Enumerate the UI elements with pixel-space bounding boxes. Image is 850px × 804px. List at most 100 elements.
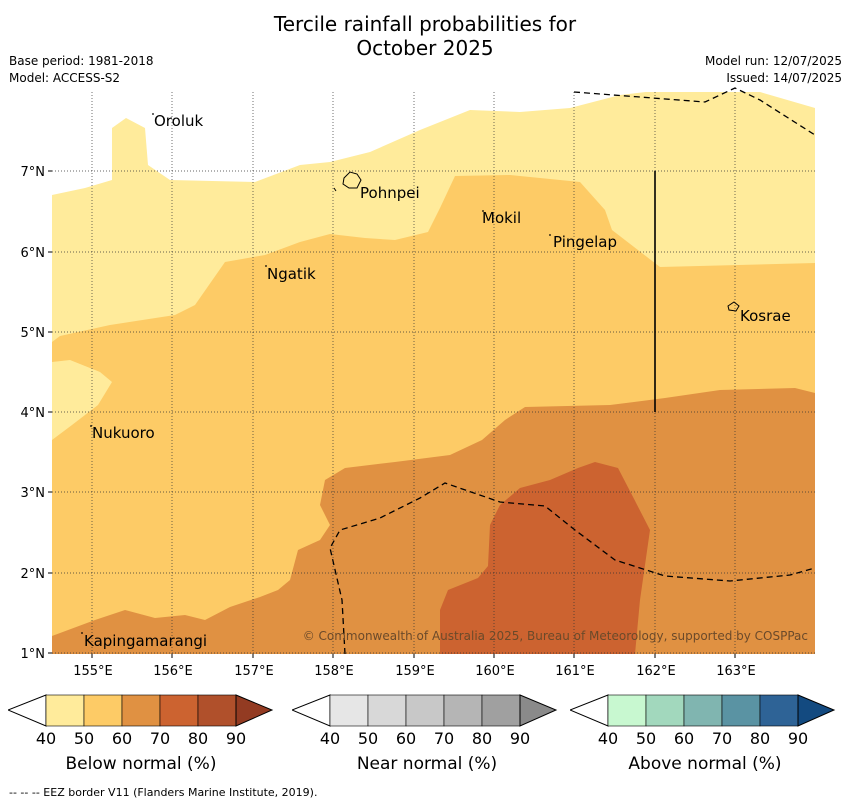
colorbar-above-max-arrow xyxy=(797,694,836,727)
tick-40: 40 xyxy=(35,729,57,748)
place-labels: Oroluk Pohnpei Mokil Pingelap Ngatik Kos… xyxy=(84,112,791,650)
lat-label-2: 2°N xyxy=(21,567,46,582)
lon-label-157: 157°E xyxy=(234,664,274,679)
colorbar-near-min-arrow xyxy=(292,694,331,727)
caption-near-normal: Near normal (%) xyxy=(356,754,498,774)
tick-40: 40 xyxy=(319,729,341,748)
lat-label-4: 4°N xyxy=(21,406,46,421)
title-line-1: Tercile rainfall probabilities for xyxy=(273,12,577,36)
colorbar-above-ticks: 40 50 60 70 80 90 xyxy=(570,729,840,749)
meta-right: Model run: 12/07/2025 Issued: 14/07/2025 xyxy=(705,53,842,87)
copyright-notice: © Commonwealth of Australia 2025, Bureau… xyxy=(303,629,808,643)
lon-axis-labels: 155°E 156°E 157°E 158°E 159°E 160°E 161°… xyxy=(73,664,756,679)
colorbar-near-max-arrow xyxy=(519,694,558,727)
colorbar-above-step-4 xyxy=(721,694,761,727)
probability-zones xyxy=(52,92,815,654)
islands xyxy=(333,171,740,312)
label-nukuoro: Nukuoro xyxy=(92,424,155,442)
lat-label-5: 5°N xyxy=(21,326,46,341)
label-pingelap: Pingelap xyxy=(553,233,617,251)
colorbar-below-step-4 xyxy=(159,694,199,727)
label-kapingamarangi: Kapingamarangi xyxy=(84,632,207,650)
lat-label-6: 6°N xyxy=(21,246,46,261)
colorbar-above-step-5 xyxy=(759,694,799,727)
issued-date: Issued: 14/07/2025 xyxy=(726,71,842,85)
tick-70: 70 xyxy=(433,729,455,748)
tick-60: 60 xyxy=(395,729,417,748)
lon-label-158: 158°E xyxy=(314,664,354,679)
tick-80: 80 xyxy=(471,729,493,748)
lon-label-159: 159°E xyxy=(395,664,435,679)
colorbar-near-step-4 xyxy=(443,694,483,727)
colorbar-above-step-3 xyxy=(683,694,723,727)
lon-label-162: 162°E xyxy=(636,664,676,679)
tick-60: 60 xyxy=(673,729,695,748)
model-run: Model run: 12/07/2025 xyxy=(704,54,842,68)
colorbar-below-step-3 xyxy=(121,694,161,727)
tick-70: 70 xyxy=(711,729,733,748)
tick-80: 80 xyxy=(187,729,209,748)
grid-lines xyxy=(52,92,815,654)
colorbar-near-step-1 xyxy=(329,694,369,727)
tick-90: 90 xyxy=(225,729,247,748)
legend-near-normal: 40 50 60 70 80 90 Near normal (%) xyxy=(292,694,562,784)
colorbar-near-step-3 xyxy=(405,694,445,727)
eez-footnote: -- -- -- EEZ border V11 (Flanders Marine… xyxy=(9,786,318,799)
colorbar-below xyxy=(8,694,274,727)
colorbar-near-ticks: 40 50 60 70 80 90 xyxy=(292,729,562,749)
lon-label-155: 155°E xyxy=(73,664,113,679)
colorbar-near xyxy=(292,694,558,727)
colorbar-below-step-1 xyxy=(45,694,85,727)
axis-ticks xyxy=(48,170,736,658)
caption-below-normal: Below normal (%) xyxy=(65,754,217,774)
colorbar-near-step-2 xyxy=(367,694,407,727)
rainfall-map: Oroluk Pohnpei Mokil Pingelap Ngatik Kos… xyxy=(21,87,816,679)
caption-above-normal: Above normal (%) xyxy=(628,754,782,774)
tick-70: 70 xyxy=(149,729,171,748)
colorbar-below-min-arrow xyxy=(8,694,47,727)
model-name: Model: ACCESS-S2 xyxy=(9,71,121,85)
colorbar-above-step-1 xyxy=(607,694,647,727)
label-mokil: Mokil xyxy=(482,209,521,227)
label-oroluk: Oroluk xyxy=(154,112,203,130)
colorbar-above-min-arrow xyxy=(570,694,609,727)
lat-label-3: 3°N xyxy=(21,486,46,501)
colorbar-above-step-2 xyxy=(645,694,685,727)
tick-90: 90 xyxy=(787,729,809,748)
lon-label-163: 163°E xyxy=(716,664,756,679)
lat-label-7: 7°N xyxy=(21,165,46,180)
map-title: Tercile rainfall probabilities for Octob… xyxy=(0,12,850,60)
tick-50: 50 xyxy=(73,729,95,748)
zone-below-40-50-pocket xyxy=(52,360,112,440)
tick-40: 40 xyxy=(597,729,619,748)
tick-80: 80 xyxy=(749,729,771,748)
colorbar-above xyxy=(570,694,836,727)
tick-50: 50 xyxy=(357,729,379,748)
lon-label-161: 161°E xyxy=(555,664,595,679)
legend-below-normal: 40 50 60 70 80 90 Below normal (%) xyxy=(8,694,278,784)
lat-label-1: 1°N xyxy=(21,647,46,662)
legend-above-normal: 40 50 60 70 80 90 Above normal (%) xyxy=(570,694,840,784)
meta-left: Base period: 1981-2018 Model: ACCESS-S2 xyxy=(9,53,154,87)
tick-50: 50 xyxy=(635,729,657,748)
tick-90: 90 xyxy=(509,729,531,748)
label-pohnpei: Pohnpei xyxy=(360,184,420,202)
lon-label-156: 156°E xyxy=(153,664,193,679)
pohnpei-outline xyxy=(342,171,362,189)
colorbar-below-ticks: 40 50 60 70 80 90 xyxy=(8,729,278,749)
tick-60: 60 xyxy=(111,729,133,748)
label-kosrae: Kosrae xyxy=(740,307,791,325)
kosrae-outline xyxy=(727,301,740,312)
eez-borders xyxy=(329,87,816,655)
lon-label-160: 160°E xyxy=(475,664,515,679)
island-markers xyxy=(81,113,551,634)
title-line-2: October 2025 xyxy=(356,36,494,60)
lat-axis-labels: 7°N 6°N 5°N 4°N 3°N 2°N 1°N xyxy=(21,165,46,662)
base-period: Base period: 1981-2018 xyxy=(9,54,154,68)
zone-below-70-80 xyxy=(440,462,650,654)
colorbar-below-max-arrow xyxy=(235,694,274,727)
colorbar-near-step-5 xyxy=(481,694,521,727)
colorbar-below-step-5 xyxy=(197,694,237,727)
label-ngatik: Ngatik xyxy=(267,265,316,283)
colorbar-below-step-2 xyxy=(83,694,123,727)
